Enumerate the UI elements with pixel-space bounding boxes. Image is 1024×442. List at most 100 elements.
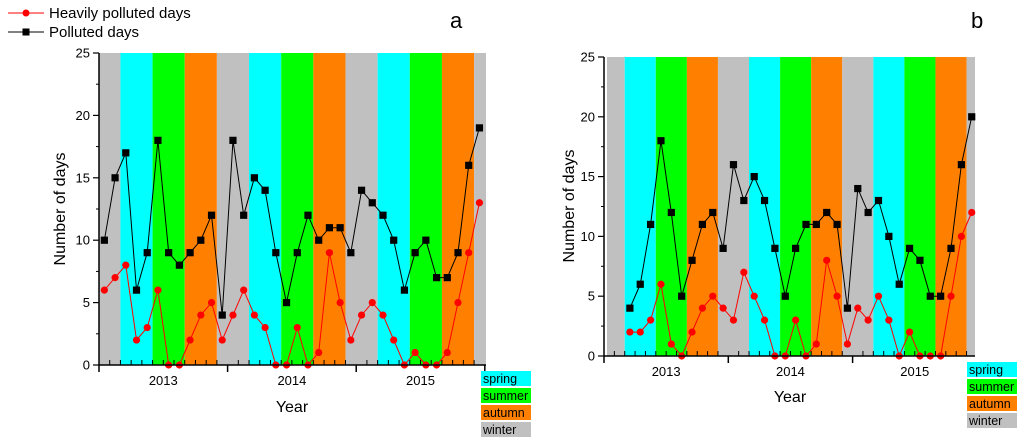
polluted-point (282, 299, 291, 307)
polluted-point (325, 224, 334, 232)
polluted-point (368, 199, 376, 207)
heavy-point (379, 311, 387, 319)
x-axis-title-b: Year (774, 389, 807, 406)
polluted-point (293, 249, 301, 257)
polluted-point (678, 292, 686, 300)
heavy-point (864, 316, 872, 324)
polluted-point (781, 292, 789, 300)
polluted-point (626, 304, 634, 312)
polluted-point (802, 220, 810, 229)
season-legend-swatch-autumn (967, 396, 1017, 411)
season-band-winter (607, 57, 625, 356)
y-axis-title-a: Number of days (52, 153, 69, 266)
heavy-point (957, 232, 965, 240)
polluted-point (250, 174, 258, 182)
heavy-point (626, 328, 634, 336)
heavy-point (336, 299, 344, 307)
heavy-point (854, 304, 862, 312)
axes-b (598, 56, 975, 363)
season-legend-swatch-spring (481, 371, 531, 386)
heavy-point (443, 348, 451, 357)
chart-panel-a: 0 5 10 15 20 25 2013 2014 2015 Number of days Ye… (52, 8, 531, 437)
heavy-point (760, 316, 769, 324)
polluted-point (667, 208, 675, 217)
season-legend-label: spring (969, 363, 1003, 377)
heavy-point (698, 304, 707, 312)
series-legend: Heavily polluted days Polluted days (8, 5, 191, 41)
season-legend-swatch-autumn (481, 405, 531, 420)
heavy-point (968, 208, 976, 217)
polluted-point (100, 236, 108, 244)
polluted-point (186, 249, 194, 257)
heavy-point (357, 311, 366, 319)
tick-labels-b: 0 5 10 15 20 25 2013 2014 2015 (581, 50, 930, 380)
polluted-point (272, 249, 280, 257)
polluted-point (719, 244, 727, 252)
season-legend-swatch-summer (967, 379, 1017, 394)
heavy-point (719, 304, 727, 312)
polluted-point (647, 220, 655, 229)
season-bands-a (99, 53, 486, 365)
season-legend-b: spring summer autumn winter (967, 362, 1017, 428)
polluted-point (833, 220, 841, 229)
heavy-point (122, 261, 130, 269)
polluted-point (154, 136, 162, 144)
legend-heavy-label: Heavily polluted days (49, 5, 191, 22)
polluted-line-b (629, 116, 973, 309)
season-band-autumn (811, 57, 843, 356)
polluted-point (304, 211, 312, 219)
polluted-point (111, 174, 119, 182)
polluted-point (132, 286, 141, 294)
season-band-spring (749, 57, 781, 356)
heavy-point (111, 274, 119, 282)
heavy-point (325, 249, 334, 257)
polluted-point (740, 196, 748, 205)
y-tick-label: 15 (581, 169, 595, 184)
polluted-point (636, 280, 644, 288)
heavy-point (667, 340, 675, 348)
polluted-point (261, 186, 269, 194)
polluted-point (443, 274, 451, 282)
heavy-point (465, 249, 473, 257)
season-band-spring (873, 57, 905, 356)
polluted-point (390, 236, 398, 244)
polluted-point (905, 244, 914, 252)
heavy-point (347, 336, 355, 344)
season-bands-b (607, 57, 975, 356)
season-legend-label: winter (968, 414, 1002, 428)
heavy-point (207, 299, 216, 307)
polluted-point (698, 220, 707, 229)
heavy-point (154, 286, 162, 294)
y-tick-label: 15 (76, 170, 90, 185)
heavy-point (411, 348, 419, 357)
season-band-summer (281, 53, 314, 365)
polluted-point (688, 256, 696, 264)
polluted-point (843, 304, 852, 312)
x-tick-label: 2015 (406, 373, 435, 388)
series-b (626, 113, 976, 360)
heavy-point (390, 336, 398, 344)
heavy-point (132, 336, 141, 344)
polluted-point (854, 184, 862, 193)
season-band-summer (409, 53, 442, 365)
heavy-point (186, 336, 194, 344)
polluted-point (347, 249, 355, 257)
polluted-point (864, 208, 872, 217)
heavy-point (657, 280, 665, 288)
season-band-winter (474, 53, 486, 365)
heavy-point (812, 340, 820, 348)
x-tick-label: 2013 (149, 373, 178, 388)
heavy-point (261, 323, 269, 332)
season-band-autumn (313, 53, 346, 365)
polluted-point (379, 211, 387, 219)
y-tick-label: 5 (588, 289, 595, 304)
y-tick-label: 20 (581, 109, 595, 124)
season-legend-label: autumn (969, 397, 1011, 411)
polluted-point (240, 211, 248, 219)
polluted-point (143, 249, 151, 257)
season-legend-swatch-winter (481, 422, 531, 437)
x-tick-label: 2014 (776, 364, 805, 379)
season-legend-label: spring (483, 372, 517, 386)
heavy-point (647, 316, 655, 324)
